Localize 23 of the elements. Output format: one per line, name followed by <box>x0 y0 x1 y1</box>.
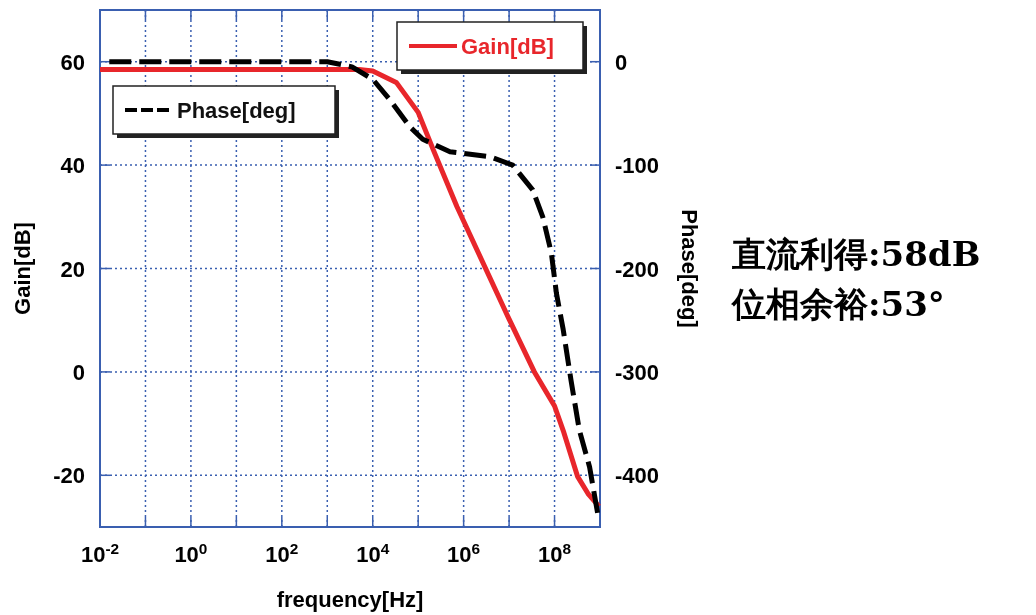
y-axis-title: Gain[dB] <box>10 222 35 315</box>
y-tick-label: -20 <box>53 463 85 489</box>
y-tick-label: 40 <box>60 153 85 179</box>
y2-tick-label: -400 <box>615 463 660 489</box>
y-tick-label: 0 <box>72 359 85 385</box>
x-tick-label: 10$^{6}$ <box>447 539 481 567</box>
y2-tick-label: -300 <box>615 359 660 385</box>
legend-label: Phase[deg] <box>177 98 296 123</box>
x-tick-label: 10$^{0}$ <box>174 539 208 567</box>
text: 位相余裕:53° <box>731 284 945 324</box>
y2-tick-label: 0 <box>615 49 628 75</box>
y-tick-label: 20 <box>60 256 85 282</box>
x-axis-title: frequency[Hz] <box>276 587 424 612</box>
y2-tick-label: -200 <box>615 256 660 282</box>
x-tick-label: 10$^{8}$ <box>538 539 572 567</box>
y-tick-label: 60 <box>60 49 85 75</box>
x-tick-label: 10$^{2}$ <box>265 539 299 567</box>
y2-axis-title: Phase[deg] <box>677 209 702 328</box>
x-tick-label: 10$^{4}$ <box>356 539 390 567</box>
x-tick-label: 10$^{-2}$ <box>80 539 120 567</box>
text: 直流利得:58dB <box>731 234 981 274</box>
y2-tick-label: -100 <box>615 153 660 179</box>
legend-label: Gain[dB] <box>461 34 554 59</box>
